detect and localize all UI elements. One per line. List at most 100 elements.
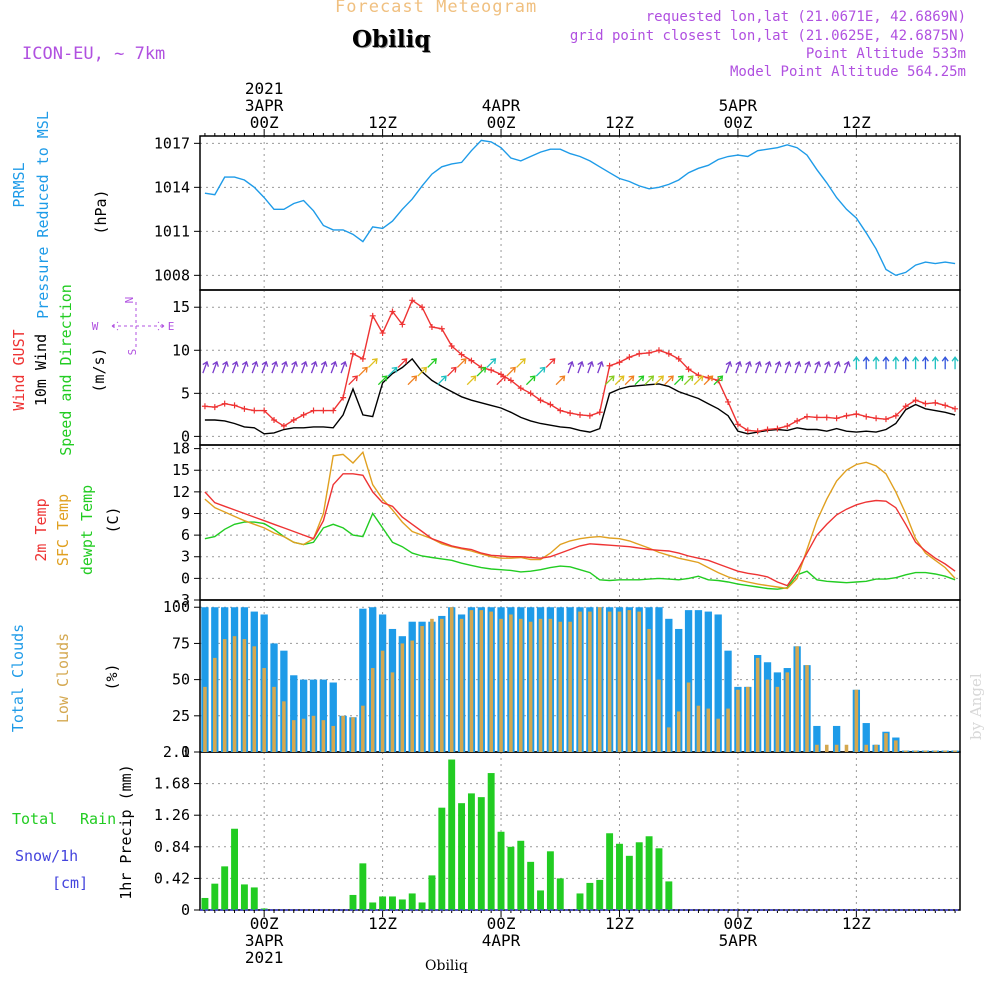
wind-direction-arrow-shape [804,360,812,374]
wind-direction-arrow-shape [664,375,674,386]
rain-bar [586,882,594,910]
cloud-total-bar [675,628,683,752]
wind-gust-point [764,426,771,433]
rain-bar [240,884,248,910]
wind-direction-arrow [735,360,743,374]
wind-gust-point [655,347,662,354]
wind-direction-arrow [764,360,772,374]
rain-bar [428,875,436,910]
wind-gust-point [586,412,593,419]
cloud-total-bar [724,650,732,752]
wind-direction-arrow [271,360,279,374]
wind-direction-arrow [525,375,536,386]
wind-gust-point [784,423,791,430]
wind-direction-arrow [941,356,949,370]
temp-unit: (C) [104,506,122,533]
requested-coords: requested lon,lat (21.0671E, 42.6869N) [645,9,966,25]
cloud-low-bar [351,717,355,752]
rain-bar [260,908,268,910]
cloud-low-bar [755,657,760,752]
wind-direction-arrow [516,358,526,368]
wind-gust-point [685,366,692,373]
cloud-low-bar [440,618,444,752]
cloud-low-bar [272,686,276,752]
wind-10m-label: 10m Wind [32,334,50,406]
rain-bar [359,863,367,910]
wind-direction-arrow [427,358,437,368]
compass-n: N [123,297,136,304]
wind-direction-arrow-shape [862,356,870,370]
wind-direction-arrow-shape [882,356,890,370]
cloud-low-bar [400,643,405,752]
wind-direction-arrow-shape [614,375,625,386]
wind-direction-arrow [397,358,408,368]
wind-direction-arrow-shape [604,375,615,386]
wind-direction-arrow [673,375,684,386]
gridpoint-coords: grid point closest lon,lat (21.0625E, 42… [569,28,966,44]
wind-direction-arrow-shape [251,360,259,374]
compass-e: E [168,320,175,333]
dewpt-line [204,512,956,590]
wind-direction-arrow-shape [735,360,743,374]
cloud-low-bar [588,611,592,752]
wind-direction-arrow [222,360,229,374]
wind-direction-arrow [683,375,694,386]
wind-gust-point [221,400,228,407]
wind-direction-arrow-shape [330,360,338,374]
wind-direction-arrow [545,358,556,368]
cloud-low-bar [746,686,750,752]
wind-direction-arrow [456,358,467,368]
cloud-total-bar [299,679,308,752]
wind-direction-arrow [506,366,516,377]
cloud-low-bar [479,610,484,752]
wind-direction-arrow [902,356,910,370]
time-label-bottom: 00Z [250,914,279,933]
wind-direction-arrow-shape [407,375,418,386]
time-label-bottom: 12Z [842,914,871,933]
wind-gust-point [438,325,445,332]
cloud-total-bar [684,610,693,752]
wind-direction-arrow [407,375,418,386]
rain-bar [221,866,229,910]
time-label-top: 00Z [487,113,516,132]
wind-gust-point [646,349,653,356]
cloud-low-bar [568,621,572,752]
time-label-top: 00Z [723,113,752,132]
wind-gust-point [804,413,811,420]
wind-direction-arrow [921,356,929,370]
wind-direction-arrow [784,360,792,374]
cloud-low-bar [301,718,306,752]
y-tick-label: 10 [172,341,190,359]
wind-gust-point [952,405,959,412]
wind-direction-arrow [567,360,575,374]
cloud-low-bar [430,618,434,752]
cloud-low-bar [361,705,365,752]
wind-gust-point [389,308,396,315]
rain-bar [418,902,426,910]
cloud-low-bar [420,626,424,752]
wind-direction-arrow [476,366,487,377]
time-label-bottom: 3APR [245,931,284,950]
y-tick-label: 0 [181,569,190,587]
cloud-total-bar [319,679,328,752]
wind-direction-arrow-shape [833,360,841,374]
rain-bar [467,793,475,910]
time-label-top: 2021 [245,79,284,98]
wind-direction-arrow-shape [673,375,684,386]
wind-direction-arrow-shape [587,360,594,374]
wind-direction-arrow-shape [348,375,358,386]
cloud-low-bar [805,665,809,752]
y-tick-label: 25 [172,707,190,725]
cloud-low-bar [676,711,681,752]
cloud-low-bar [390,672,395,752]
rain-bar [616,843,623,910]
rain-bar [606,833,614,910]
wind-direction-arrow-shape [516,358,526,368]
rain-bar [497,831,505,910]
cloud-low-bar [509,614,513,752]
rain-bar [369,902,377,910]
time-label-bottom: 00Z [487,914,516,933]
precip-total-label: Total [12,810,57,828]
wind-direction-arrow-shape [774,360,782,374]
cloud-low-bar [716,718,720,752]
